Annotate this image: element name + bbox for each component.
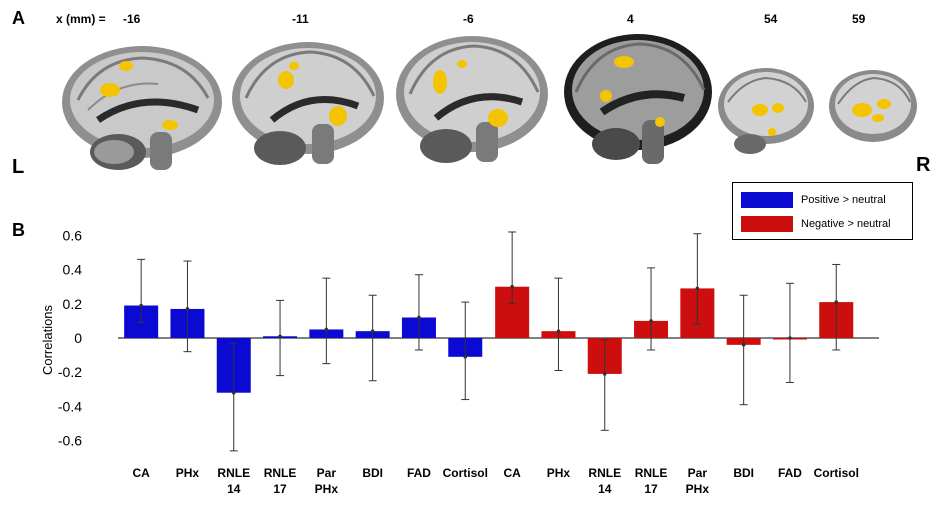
category-label: 14 (598, 482, 612, 496)
category-label: PHx (176, 466, 200, 480)
category-label: Par (317, 466, 337, 480)
legend-label-negative: Negative > neutral (801, 218, 891, 230)
category-label: Cortisol (814, 466, 859, 480)
slice-label-3: -6 (463, 12, 474, 26)
mean-marker (741, 343, 746, 347)
slice-label-1: -16 (123, 12, 141, 26)
legend-item-positive: Positive > neutral (741, 192, 886, 208)
category-label: PHx (686, 482, 710, 496)
y-tick-label: 0.4 (63, 262, 83, 278)
mean-marker (649, 319, 653, 323)
y-tick-label: -0.4 (58, 398, 82, 414)
category-label: Cortisol (443, 466, 488, 480)
category-label: BDI (733, 466, 754, 480)
mean-marker (324, 327, 329, 332)
y-tick-label: -0.2 (58, 364, 82, 380)
mean-marker (695, 286, 700, 291)
category-label: RNLE (217, 466, 250, 480)
mean-marker (788, 336, 792, 340)
legend-swatch-negative (741, 216, 793, 232)
y-tick-label: 0.2 (63, 296, 83, 312)
legend-item-negative: Negative > neutral (741, 216, 891, 232)
legend-label-positive: Positive > neutral (801, 194, 886, 206)
y-tick-label: 0.6 (63, 227, 83, 243)
brain-slice-2 (232, 42, 384, 165)
brain-slice-1 (62, 46, 222, 170)
mean-marker (834, 300, 839, 304)
slice-label-2: -11 (292, 12, 309, 26)
category-label: PHx (547, 466, 571, 480)
mean-marker (185, 307, 190, 311)
category-label: Par (688, 466, 708, 480)
category-label: RNLE (264, 466, 297, 480)
mean-marker (417, 315, 421, 320)
right-hemisphere-label: R (916, 154, 931, 176)
y-tick-label: 0 (74, 330, 82, 346)
mean-marker (463, 355, 468, 359)
brain-slice-3 (396, 36, 548, 163)
y-axis-label: Correlations (40, 304, 55, 375)
mean-marker (510, 284, 514, 289)
category-label: RNLE (588, 466, 621, 480)
brain-slice-4 (564, 34, 712, 164)
chart-legend: Positive > neutral Negative > neutral (732, 182, 913, 240)
left-hemisphere-label: L (12, 156, 25, 178)
panel-b-label: B (12, 220, 25, 240)
category-label: RNLE (635, 466, 668, 480)
category-label: CA (503, 466, 521, 480)
category-label: PHx (315, 482, 339, 496)
mean-marker (370, 329, 375, 333)
slice-label-5: 54 (764, 12, 778, 26)
category-label: 17 (644, 482, 658, 496)
category-label: 14 (227, 482, 241, 496)
mean-marker (139, 303, 143, 308)
mean-marker (231, 390, 236, 395)
y-tick-label: -0.6 (58, 433, 82, 449)
x-mm-header: x (mm) = (56, 12, 106, 26)
panel-a-label: A (12, 8, 25, 28)
mean-marker (556, 329, 561, 333)
category-label: CA (132, 466, 150, 480)
brain-slice-6 (829, 70, 917, 142)
category-label: FAD (778, 466, 802, 480)
category-label: 17 (273, 482, 287, 496)
slice-label-4: 4 (627, 12, 634, 26)
category-label: BDI (362, 466, 383, 480)
mean-marker (602, 372, 607, 376)
mean-marker (278, 334, 282, 339)
legend-swatch-positive (741, 192, 793, 208)
category-label: FAD (407, 466, 431, 480)
brain-slice-5 (718, 68, 814, 154)
slice-label-6: 59 (852, 12, 866, 26)
